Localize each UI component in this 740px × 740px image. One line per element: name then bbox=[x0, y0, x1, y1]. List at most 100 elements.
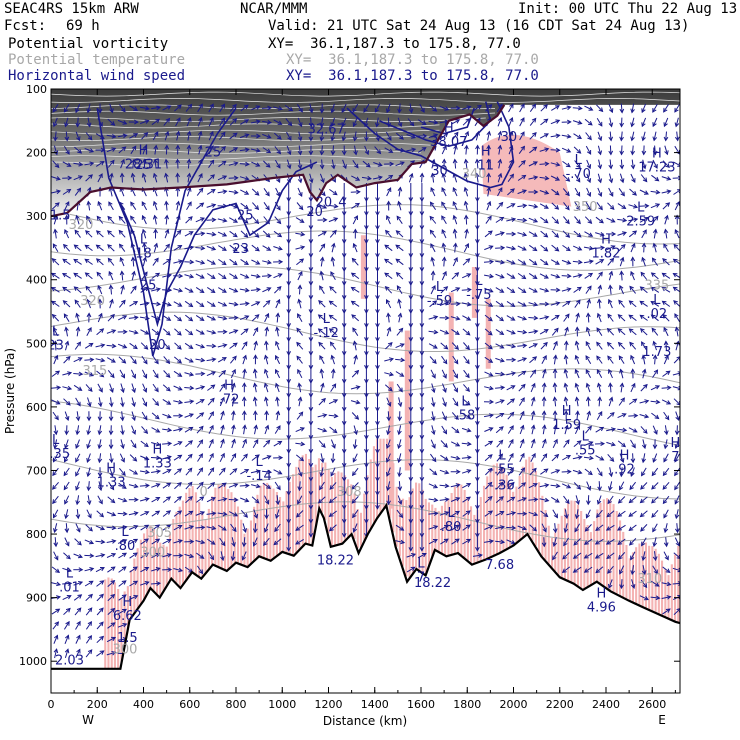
wind-vector bbox=[575, 313, 579, 323]
wind-arrowhead bbox=[97, 284, 102, 290]
wind-arrowhead bbox=[355, 202, 360, 208]
wind-vector bbox=[352, 509, 359, 518]
wind-arrowhead bbox=[620, 243, 626, 249]
wind-arrowhead bbox=[433, 511, 439, 516]
wind-arrowhead bbox=[166, 482, 172, 488]
wind-arrowhead bbox=[584, 526, 590, 532]
extremum-type: L bbox=[582, 430, 590, 445]
wind-vector bbox=[541, 355, 547, 365]
wind-vector bbox=[487, 145, 490, 155]
wind-vector bbox=[153, 243, 158, 253]
wind-arrowhead bbox=[154, 345, 160, 350]
wind-arrowhead bbox=[108, 402, 114, 408]
wind-vector bbox=[452, 397, 459, 406]
wind-arrowhead bbox=[142, 256, 147, 262]
wind-vector bbox=[517, 175, 526, 181]
west-end-label: W bbox=[82, 713, 94, 727]
pv-fill-column bbox=[240, 519, 243, 565]
wind-arrowhead bbox=[488, 344, 493, 350]
wind-vector bbox=[129, 469, 138, 475]
wind-arrowhead bbox=[618, 299, 623, 305]
wind-vector bbox=[140, 581, 149, 586]
wind-arrowhead bbox=[98, 486, 103, 492]
wind-arrowhead bbox=[264, 312, 270, 318]
wind-vector bbox=[594, 247, 605, 249]
wind-vector bbox=[584, 566, 593, 573]
wind-vector bbox=[529, 118, 537, 126]
wind-vector bbox=[229, 230, 238, 238]
wind-arrowhead bbox=[596, 513, 601, 519]
wind-vector bbox=[652, 369, 658, 378]
wind-arrowhead bbox=[109, 108, 114, 114]
wind-vector bbox=[598, 299, 601, 309]
wind-arrowhead bbox=[575, 191, 581, 197]
wind-vector bbox=[165, 173, 169, 183]
wind-vector bbox=[106, 553, 116, 558]
wind-vector bbox=[554, 397, 557, 407]
wind-contour bbox=[420, 107, 475, 135]
wind-vector bbox=[453, 215, 458, 225]
wind-arrowhead bbox=[210, 497, 216, 502]
wind-arrowhead bbox=[630, 164, 636, 170]
wind-vector bbox=[229, 132, 238, 140]
wind-arrowhead bbox=[295, 540, 301, 545]
wind-vector bbox=[429, 468, 437, 475]
wind-arrowhead bbox=[608, 284, 613, 290]
wind-arrowhead bbox=[455, 442, 461, 447]
wind-arrowhead bbox=[64, 528, 70, 534]
wind-vector bbox=[450, 441, 460, 447]
wind-vector bbox=[364, 145, 369, 155]
wind-vector bbox=[165, 201, 168, 211]
wind-arrowhead bbox=[328, 328, 334, 333]
wind-arrowhead bbox=[98, 499, 103, 505]
wind-vector bbox=[309, 173, 313, 183]
wind-arrowhead bbox=[167, 567, 173, 572]
wind-arrowhead bbox=[155, 287, 161, 292]
extremum-type: H bbox=[122, 595, 132, 610]
wind-arrowhead bbox=[576, 163, 581, 169]
wind-vector bbox=[595, 216, 604, 224]
wind-arrowhead bbox=[388, 174, 394, 180]
wind-arrowhead bbox=[110, 580, 116, 585]
wind-vector bbox=[273, 230, 282, 238]
pv-fill-column bbox=[615, 511, 618, 594]
wind-arrowhead bbox=[295, 512, 301, 518]
wind-vector bbox=[429, 230, 437, 238]
wind-arrowhead bbox=[121, 580, 127, 585]
wind-vector bbox=[563, 537, 570, 546]
wind-vector bbox=[517, 287, 526, 293]
wind-vector bbox=[561, 471, 571, 473]
wind-vector bbox=[630, 355, 636, 365]
wind-vector bbox=[607, 412, 615, 420]
wind-vector bbox=[206, 259, 216, 265]
wind-vector bbox=[596, 355, 603, 364]
wind-arrowhead bbox=[299, 218, 305, 223]
wind-vector bbox=[174, 328, 182, 336]
wind-arrowhead bbox=[608, 122, 614, 128]
wind-arrowhead bbox=[553, 438, 558, 444]
wind-vector bbox=[429, 356, 437, 364]
wind-arrowhead bbox=[554, 498, 560, 503]
wind-vector bbox=[151, 524, 160, 531]
wind-arrowhead bbox=[134, 119, 139, 125]
wind-vector bbox=[464, 187, 469, 197]
wind-vector bbox=[274, 425, 281, 434]
wind-vector bbox=[96, 607, 104, 616]
wind-arrowhead bbox=[297, 313, 302, 319]
wind-vector bbox=[507, 412, 514, 420]
wind-contour bbox=[119, 161, 318, 328]
wind-vector bbox=[476, 159, 479, 169]
wind-vector bbox=[596, 369, 603, 379]
wind-vector bbox=[608, 579, 613, 588]
wind-vector bbox=[351, 175, 360, 181]
wind-vector bbox=[463, 355, 470, 364]
wind-vector bbox=[675, 327, 679, 337]
wind-vector bbox=[253, 537, 258, 547]
wind-arrowhead bbox=[621, 413, 627, 418]
wind-vector bbox=[609, 285, 612, 295]
wind-vector bbox=[142, 173, 147, 183]
wind-arrowhead bbox=[152, 214, 158, 220]
wind-arrowhead bbox=[86, 500, 92, 506]
wind-arrowhead bbox=[120, 402, 125, 408]
wind-vector bbox=[629, 300, 637, 308]
